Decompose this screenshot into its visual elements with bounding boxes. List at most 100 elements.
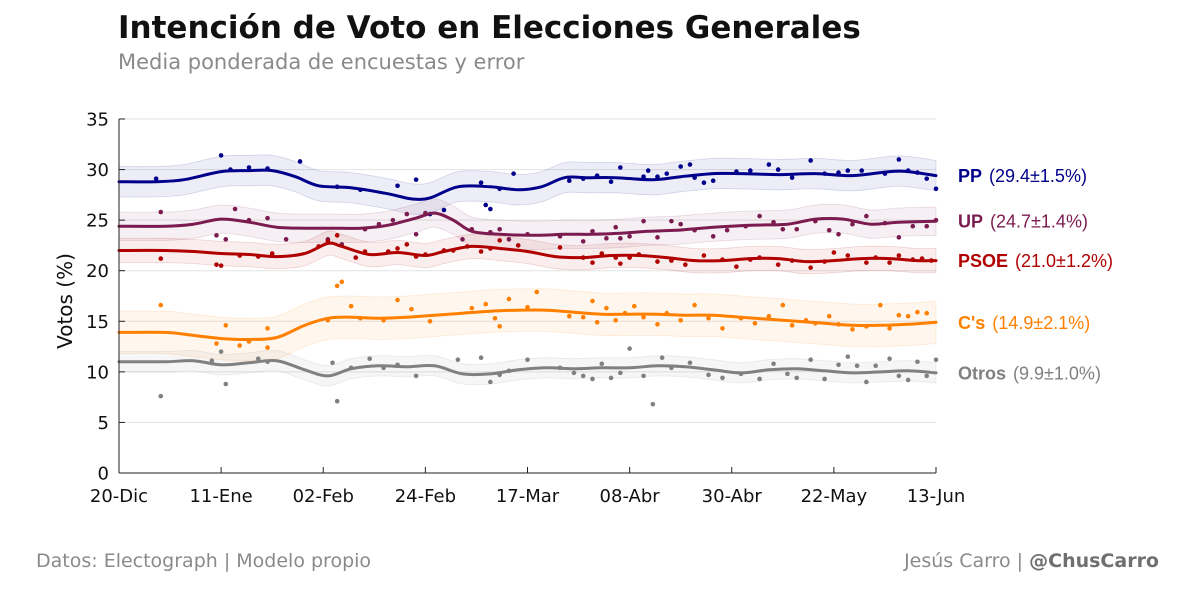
poll-point-psoe: [683, 262, 688, 267]
poll-point-otros: [608, 375, 614, 381]
poll-point-pp: [655, 174, 660, 179]
poll-point-cs: [566, 313, 572, 319]
band-cs: [118, 288, 937, 362]
poll-point-otros: [478, 355, 484, 360]
poll-point-psoe: [395, 246, 400, 251]
trend-line-up: [117, 211, 938, 237]
poll-point-cs: [237, 343, 242, 348]
poll-point-cs: [613, 317, 618, 323]
poll-point-pp: [153, 176, 159, 181]
poll-point-cs: [692, 302, 697, 308]
poll-point-up: [780, 226, 786, 232]
poll-point-up: [864, 213, 869, 219]
poll-point-up: [613, 224, 618, 230]
poll-point-otros: [571, 370, 577, 376]
poll-point-otros: [845, 354, 851, 359]
poll-point-otros: [808, 357, 813, 363]
poll-point-otros: [641, 373, 646, 379]
poll-point-cs: [580, 314, 586, 320]
footer-handle: @ChusCarro: [1029, 550, 1159, 572]
poll-point-pp: [246, 165, 252, 170]
poll-point-pp: [395, 183, 400, 189]
poll-point-psoe: [896, 253, 902, 258]
poll-point-otros: [905, 377, 911, 383]
poll-point-otros: [785, 371, 790, 377]
poll-point-up: [641, 218, 646, 224]
poll-point-psoe: [808, 265, 813, 270]
poll-point-up: [283, 237, 289, 242]
poll-point-otros: [334, 398, 340, 404]
label-value-otros: (9.9±1.0%): [1013, 363, 1101, 383]
poll-point-cs: [720, 326, 725, 331]
poll-point-cs: [265, 345, 270, 350]
poll-point-pp: [664, 171, 670, 176]
poll-point-cs: [534, 289, 540, 295]
poll-point-psoe: [218, 263, 224, 268]
poll-point-otros: [590, 376, 595, 382]
poll-point-cs: [409, 306, 414, 312]
footer-author: Jesús Carro | @ChusCarro: [904, 550, 1159, 572]
poll-point-otros: [915, 359, 920, 365]
poll-point-pp: [701, 180, 707, 186]
poll-point-cs: [655, 322, 660, 327]
poll-point-otros: [706, 372, 711, 378]
y-tick-label: 35: [86, 110, 109, 131]
poll-point-up: [710, 234, 716, 239]
poll-point-up: [413, 232, 419, 237]
poll-point-psoe: [701, 253, 707, 258]
poll-point-otros: [887, 356, 892, 362]
x-tick-label: 11-Ene: [189, 486, 252, 507]
y-tick-label: 15: [86, 312, 109, 333]
poll-point-pp: [859, 168, 865, 173]
x-tick-label: 22-May: [801, 486, 868, 507]
poll-point-cs: [427, 318, 433, 324]
x-tick-label: 13-Jun: [907, 486, 966, 507]
poll-point-otros: [525, 357, 530, 363]
poll-point-up: [724, 227, 730, 233]
poll-point-cs: [678, 317, 683, 323]
x-tick-label: 17-Mar: [496, 486, 560, 507]
poll-point-psoe: [353, 255, 359, 260]
poll-point-pp: [608, 179, 614, 185]
poll-point-pp: [641, 174, 646, 179]
label-name-cs: C's: [958, 313, 985, 333]
poll-point-up: [214, 233, 219, 238]
poll-point-cs: [506, 296, 512, 302]
poll-point-pp: [645, 168, 651, 173]
poll-point-up: [265, 215, 270, 221]
poll-point-pp: [297, 159, 303, 164]
poll-point-pp: [413, 177, 419, 182]
y-tick-label: 30: [86, 160, 109, 181]
poll-point-pp: [789, 175, 795, 180]
poll-point-pp: [933, 186, 939, 192]
poll-point-up: [618, 236, 623, 241]
label-name-psoe: PSOE: [958, 251, 1008, 271]
x-tick-label: 24-Feb: [395, 486, 456, 507]
poll-point-cs: [395, 297, 400, 303]
poll-point-up: [223, 237, 229, 242]
poll-point-pp: [218, 153, 224, 158]
poll-point-cs: [525, 304, 530, 310]
poll-point-psoe: [214, 262, 219, 267]
label-name-up: UP: [958, 212, 983, 232]
label-cs: C's (14.9±2.1%): [958, 313, 1090, 333]
poll-point-cs: [905, 313, 911, 319]
poll-point-pp: [566, 178, 572, 183]
poll-point-otros: [836, 362, 841, 368]
poll-point-up: [655, 235, 660, 240]
poll-point-cs: [594, 319, 600, 325]
poll-point-cs: [223, 323, 229, 328]
poll-point-otros: [627, 346, 632, 351]
poll-point-otros: [933, 357, 939, 363]
series-labels: PP (29.4±1.5%) UP (24.7±1.4%) PSOE (21.0±1.2%…: [958, 166, 1113, 383]
poll-point-otros: [158, 393, 164, 399]
y-tick-label: 5: [98, 413, 109, 434]
poll-point-up: [404, 211, 410, 217]
poll-point-psoe: [515, 243, 521, 248]
poll-point-otros: [330, 360, 335, 366]
poll-point-cs: [850, 327, 855, 332]
poll-point-otros: [794, 375, 800, 381]
axes: 0 5 10 15 20 25 30 35 20-Dic 11-Ene 02-Feb 24-Feb 17…: [53, 110, 965, 508]
band-up: [118, 198, 937, 250]
poll-point-up: [460, 237, 465, 242]
